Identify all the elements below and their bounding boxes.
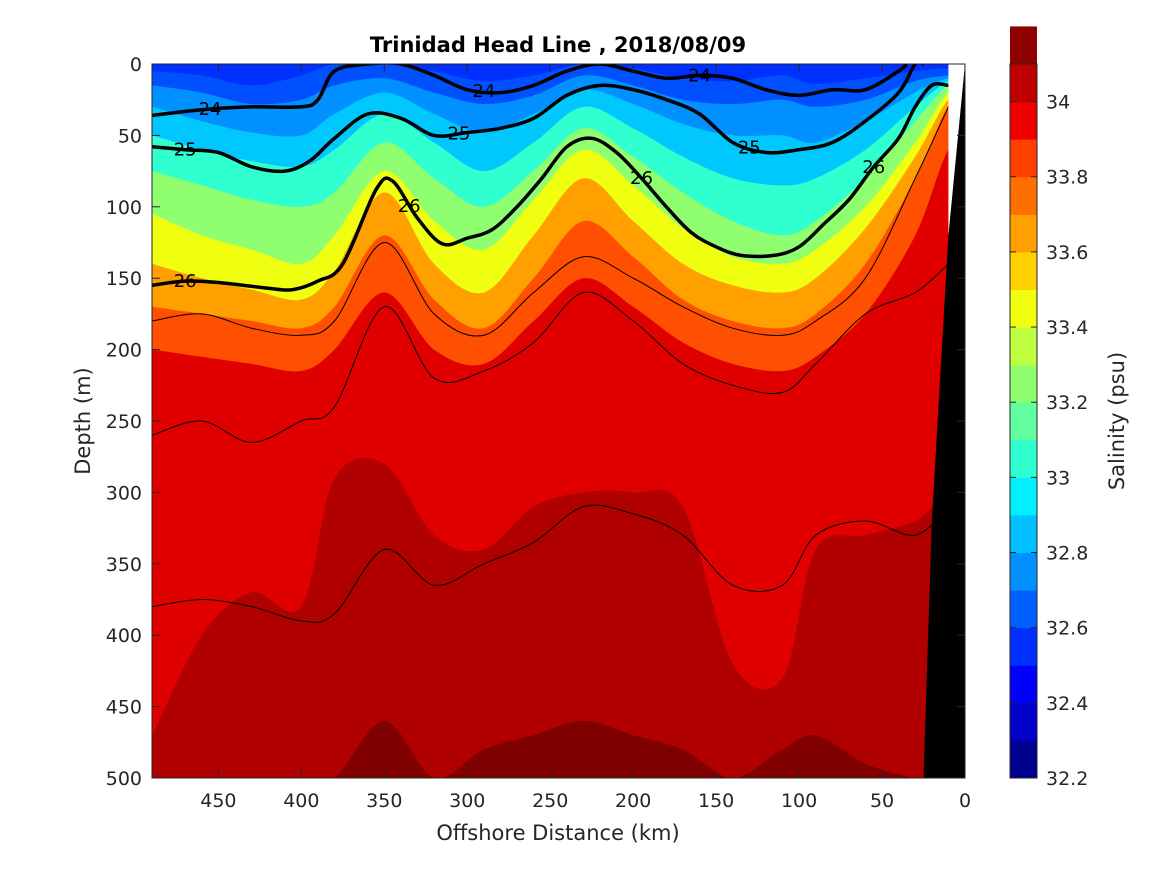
colorbar-swatch [1010,402,1037,441]
x-tick-label: 250 [532,790,568,812]
contour-label-26: 26 [862,157,885,178]
seafloor [923,64,965,778]
colorbar-swatch [1010,439,1037,478]
contour-label-25: 25 [738,138,761,159]
colorbar-swatch [1010,740,1037,779]
colorbar-swatch [1010,665,1037,704]
y-tick-label: 350 [106,554,142,576]
colorbar-swatch [1010,477,1037,516]
y-tick-label: 100 [106,197,142,219]
x-axis-label: Offshore Distance (km) [436,821,679,845]
colorbar-swatch [1010,139,1037,178]
thin-contour-2 [152,504,949,623]
colorbar-tick-label: 33.6 [1046,242,1088,264]
y-axis-label: Depth (m) [71,367,95,474]
x-tick-label: 0 [959,790,971,812]
y-tick-label: 450 [106,697,142,719]
x-tick-label: 200 [615,790,651,812]
y-axis-ticks: 0 50 100 150 200 250 300 350 400 450 500 [106,54,965,790]
contour-label-24: 24 [472,81,495,102]
colorbar-swatch [1010,26,1037,65]
colorbar-tick-label: 32.8 [1046,543,1088,565]
colorbar-swatch [1010,214,1037,253]
y-tick-label: 500 [106,768,142,790]
salinity-band-s34.0 [152,457,965,778]
colorbar-tick-label: 33.4 [1046,317,1088,339]
contour-label-25: 25 [447,123,470,144]
contour-label-24: 24 [688,65,711,86]
thin-density-contours [152,106,949,623]
colorbar-swatch [1010,552,1037,591]
x-tick-label: 300 [449,790,485,812]
x-axis-ticks: 450 400 350 300 250 200 150 100 50 0 [200,64,971,812]
salinity-fill-layers [152,64,965,778]
contour-label-24: 24 [199,99,222,120]
colorbar-tick-label: 32.6 [1046,618,1088,640]
density-contour-26 [152,82,949,292]
colorbar-swatch [1010,514,1037,554]
x-tick-label: 350 [366,790,402,812]
salinity-band-s34.1 [152,720,965,778]
colorbar-label: Salinity (psu) [1105,352,1129,490]
colorbar-tick-label: 33.2 [1046,392,1088,414]
colorbar-swatch [1010,251,1037,290]
y-tick-label: 150 [106,268,142,290]
y-tick-label: 400 [106,625,142,647]
colorbar-swatch [1010,327,1037,366]
x-tick-label: 150 [698,790,734,812]
y-tick-label: 250 [106,411,142,433]
thin-contour-0 [152,106,949,337]
x-tick-label: 450 [200,790,236,812]
colorbar-frame [1009,63,1038,779]
colorbar-swatch [1010,590,1037,629]
colorbar-swatch [1010,176,1037,215]
density-contour-24 [152,64,909,118]
y-tick-label: 50 [118,125,142,147]
bathymetry-layer [923,64,965,778]
contour-label-25: 25 [174,140,197,161]
colorbar-tick-label: 33 [1046,467,1070,489]
colorbar: 32.2 32.4 32.6 32.8 33 33.2 33.4 33.6 33.8 34 [1009,26,1088,790]
colorbar-swatch [1010,289,1037,328]
colorbar-tick-label: 32.2 [1046,768,1088,790]
chart-title: Trinidad Head Line , 2018/08/09 [370,33,746,57]
x-tick-label: 50 [870,790,894,812]
colorbar-swatch [1010,101,1037,140]
colorbar-tick-label: 34 [1046,92,1070,114]
colorbar-swatch [1010,364,1037,403]
contour-label-26: 26 [174,271,197,292]
colorbar-tick-label: 32.4 [1046,693,1088,715]
y-tick-label: 200 [106,340,142,362]
density-contour-25 [152,64,924,174]
contour-label-26: 26 [630,168,653,189]
x-tick-label: 100 [781,790,817,812]
x-tick-label: 400 [283,790,319,812]
contour-label-26: 26 [398,196,421,217]
colorbar-swatch [1010,702,1037,741]
thin-contour-1 [152,263,949,443]
y-tick-label: 0 [130,54,142,76]
colorbar-swatch [1010,64,1037,103]
y-tick-label: 300 [106,482,142,504]
colorbar-tick-label: 33.8 [1046,167,1088,189]
colorbar-swatch [1010,627,1037,666]
